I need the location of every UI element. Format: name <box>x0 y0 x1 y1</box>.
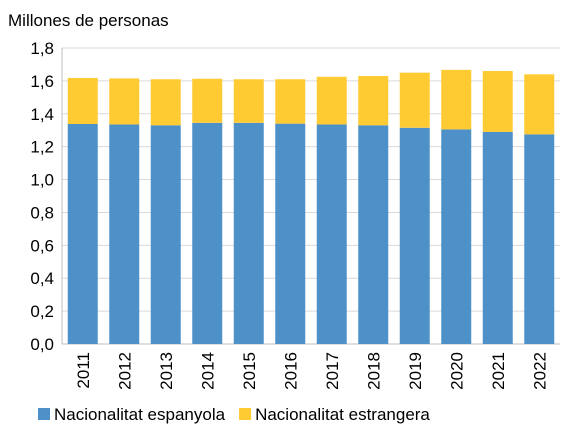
y-tick-label: 0,4 <box>30 269 54 288</box>
y-tick-label: 1,4 <box>30 105 54 124</box>
x-tick-label: 2011 <box>74 352 93 389</box>
bar-segment <box>441 69 472 130</box>
bar-segment <box>109 78 140 125</box>
bar-segment <box>192 122 223 344</box>
y-tick-label: 0,0 <box>30 335 54 354</box>
y-tick-label: 1,0 <box>30 171 54 190</box>
x-tick-label: 2020 <box>447 352 466 390</box>
bar-segment <box>358 75 389 126</box>
bar-segment <box>316 124 347 344</box>
bar-segment <box>441 129 472 344</box>
bar-segment <box>482 131 513 344</box>
y-tick-label: 0,8 <box>30 203 54 222</box>
bar-segment <box>150 79 181 126</box>
bar-segment <box>316 76 347 125</box>
bar-segment <box>233 79 264 123</box>
bar-segment <box>358 125 389 345</box>
bar-segment <box>275 123 306 345</box>
bar-segment <box>192 78 223 123</box>
y-tick-label: 1,2 <box>30 138 54 157</box>
legend-label: Nacionalitat espanyola <box>54 405 226 424</box>
x-tick-label: 2012 <box>115 352 134 390</box>
bar-segment <box>482 71 513 132</box>
legend-label: Nacionalitat estrangera <box>255 405 430 424</box>
bar-segment <box>233 122 264 344</box>
bar-segment <box>524 134 555 344</box>
bar-segment <box>399 72 430 128</box>
bar-segment <box>67 77 98 124</box>
bar-segment <box>399 127 430 344</box>
bar-segment <box>109 124 140 344</box>
legend-swatch <box>239 408 252 420</box>
x-tick-label: 2013 <box>157 352 176 390</box>
y-tick-label: 1,6 <box>30 72 54 91</box>
legend-swatch <box>38 408 50 420</box>
x-tick-label: 2014 <box>198 352 217 390</box>
x-tick-label: 2015 <box>240 352 259 390</box>
x-tick-label: 2019 <box>406 352 425 390</box>
bar-segment <box>524 74 555 135</box>
bar-segment <box>150 125 181 345</box>
x-tick-label: 2016 <box>281 352 300 390</box>
y-axis-label: Millones de personas <box>8 11 169 30</box>
x-tick-label: 2022 <box>530 352 549 390</box>
y-tick-label: 0,2 <box>30 302 54 321</box>
x-tick-label: 2018 <box>364 352 383 390</box>
x-tick-label: 2021 <box>489 352 508 390</box>
y-tick-label: 1,8 <box>30 39 54 58</box>
bar-segment <box>67 123 98 345</box>
bar-segment <box>275 79 306 124</box>
y-tick-label: 0,6 <box>30 236 54 255</box>
x-tick-label: 2017 <box>323 352 342 390</box>
